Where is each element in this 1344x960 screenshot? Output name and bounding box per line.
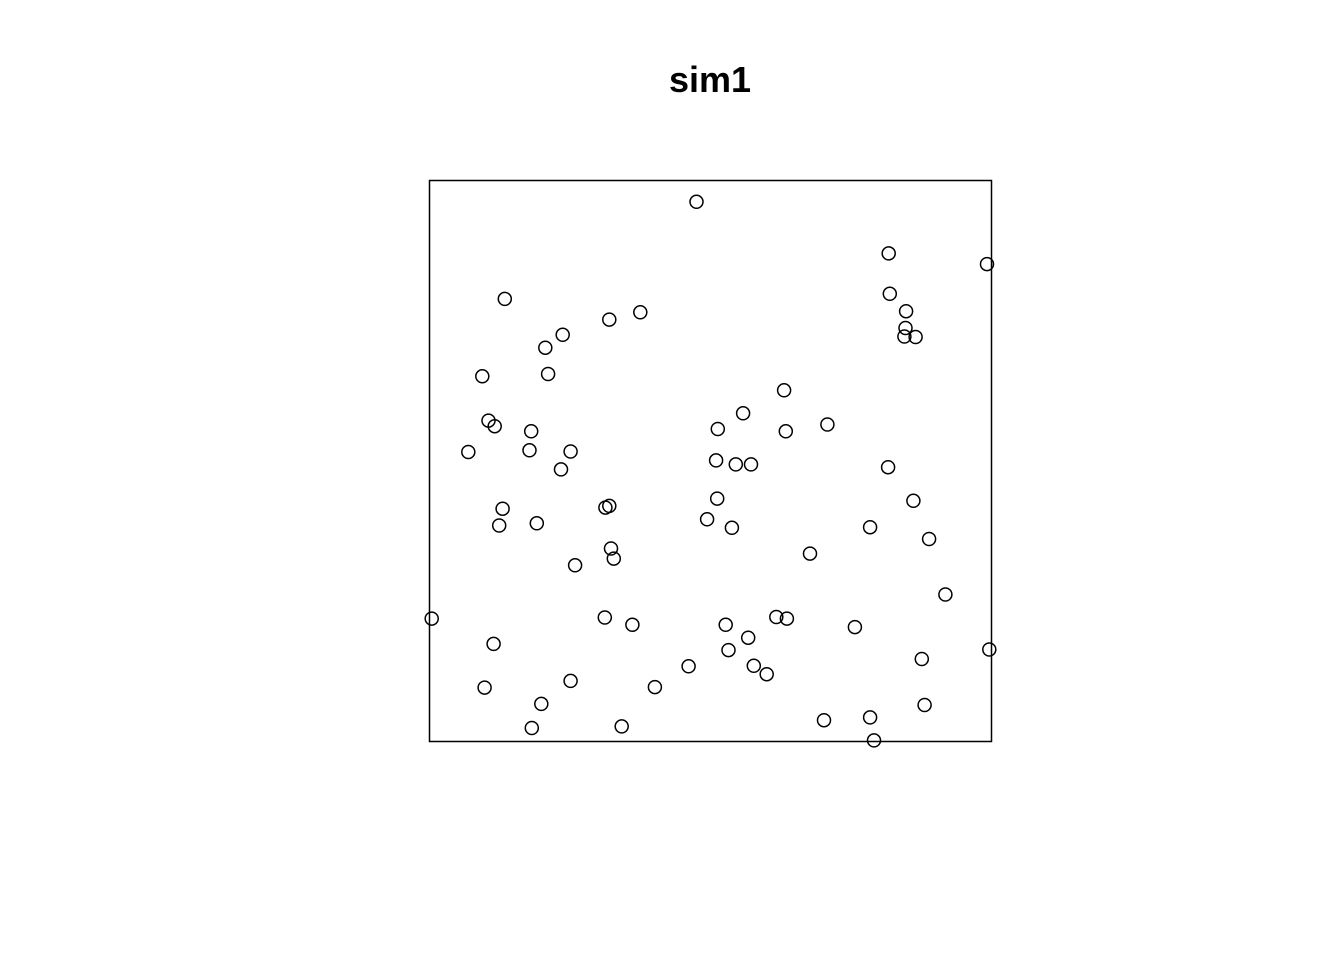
data-point-23 bbox=[776, 383, 792, 398]
data-point-39 bbox=[724, 520, 740, 536]
data-point-4 bbox=[882, 286, 898, 302]
data-point-21 bbox=[563, 444, 578, 459]
data-point-46 bbox=[802, 546, 818, 561]
data-point-53 bbox=[779, 611, 795, 626]
data-point-14 bbox=[540, 366, 556, 382]
data-point-11 bbox=[633, 305, 648, 320]
data-point-34 bbox=[529, 516, 545, 531]
data-point-58 bbox=[982, 642, 997, 657]
data-point-64 bbox=[563, 673, 578, 689]
data-point-51 bbox=[718, 617, 733, 633]
data-point-31 bbox=[880, 459, 896, 475]
data-point-47 bbox=[938, 587, 953, 602]
data-point-7 bbox=[897, 329, 912, 344]
data-point-70 bbox=[862, 710, 878, 725]
data-point-50 bbox=[625, 617, 640, 633]
data-point-42 bbox=[921, 531, 937, 547]
data-point-3 bbox=[979, 256, 995, 272]
data-point-10 bbox=[602, 312, 617, 327]
data-point-27 bbox=[710, 421, 726, 437]
data-point-28 bbox=[708, 453, 724, 468]
data-point-36 bbox=[602, 498, 617, 514]
points-layer bbox=[424, 194, 997, 748]
data-point-8 bbox=[908, 329, 923, 345]
data-point-55 bbox=[486, 636, 501, 652]
data-point-71 bbox=[917, 697, 932, 713]
data-point-25 bbox=[778, 424, 794, 439]
plot-frame bbox=[428, 179, 993, 743]
data-point-18 bbox=[523, 424, 539, 439]
data-point-30 bbox=[743, 457, 759, 472]
data-point-24 bbox=[735, 406, 751, 421]
data-point-43 bbox=[603, 541, 619, 556]
data-point-15 bbox=[475, 369, 490, 384]
data-point-65 bbox=[647, 679, 663, 695]
data-point-37 bbox=[709, 491, 725, 506]
data-point-44 bbox=[606, 551, 622, 566]
data-point-38 bbox=[699, 512, 715, 527]
data-point-66 bbox=[534, 696, 549, 712]
data-point-6 bbox=[898, 320, 913, 336]
data-point-5 bbox=[898, 303, 914, 319]
data-point-19 bbox=[522, 443, 537, 458]
data-point-62 bbox=[759, 666, 774, 682]
data-point-52 bbox=[769, 609, 784, 625]
data-point-48 bbox=[424, 611, 439, 626]
data-point-20 bbox=[461, 444, 476, 460]
data-point-45 bbox=[567, 558, 583, 573]
data-point-63 bbox=[477, 680, 492, 695]
data-point-57 bbox=[740, 630, 756, 645]
data-point-59 bbox=[914, 651, 930, 667]
chart-title: sim1 bbox=[668, 59, 752, 100]
data-point-29 bbox=[728, 457, 744, 472]
data-point-67 bbox=[524, 720, 540, 736]
data-point-60 bbox=[681, 659, 696, 674]
data-point-2 bbox=[881, 246, 896, 261]
data-point-26 bbox=[820, 417, 835, 432]
data-point-49 bbox=[597, 610, 613, 625]
data-point-40 bbox=[906, 493, 921, 509]
data-point-9 bbox=[497, 291, 513, 307]
data-point-22 bbox=[553, 462, 569, 477]
data-point-1 bbox=[689, 194, 704, 210]
data-point-69 bbox=[816, 712, 832, 728]
data-point-13 bbox=[538, 340, 553, 355]
data-point-72 bbox=[866, 733, 882, 748]
data-point-54 bbox=[847, 619, 863, 635]
data-point-61 bbox=[746, 658, 762, 674]
data-point-33 bbox=[491, 518, 507, 533]
data-point-12 bbox=[555, 327, 570, 343]
data-point-17 bbox=[487, 418, 502, 434]
data-point-32 bbox=[495, 501, 510, 516]
data-point-56 bbox=[721, 642, 736, 658]
data-point-41 bbox=[862, 519, 878, 535]
data-point-68 bbox=[614, 719, 629, 734]
